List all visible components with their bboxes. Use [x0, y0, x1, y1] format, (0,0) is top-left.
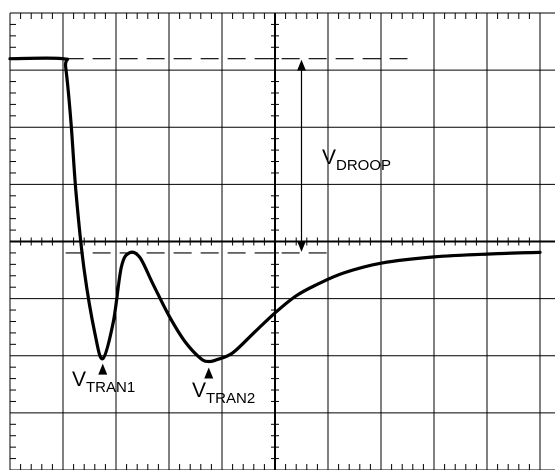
annotation-arrows: [98, 59, 306, 379]
vdroop-label: VDROOP: [322, 146, 391, 174]
vtran1-label: VTRAN1: [72, 368, 135, 396]
waveform-line: [8, 56, 542, 364]
grid: [9, 12, 555, 470]
vdroop-arrowhead-top: [297, 59, 306, 71]
vtran1-arrowhead: [98, 363, 108, 375]
vtran2-label: VTRAN2: [192, 379, 255, 407]
reference-lines: [65, 58, 408, 254]
vtran2-arrowhead: [204, 367, 214, 379]
vdroop-arrowhead-bottom: [297, 240, 306, 252]
